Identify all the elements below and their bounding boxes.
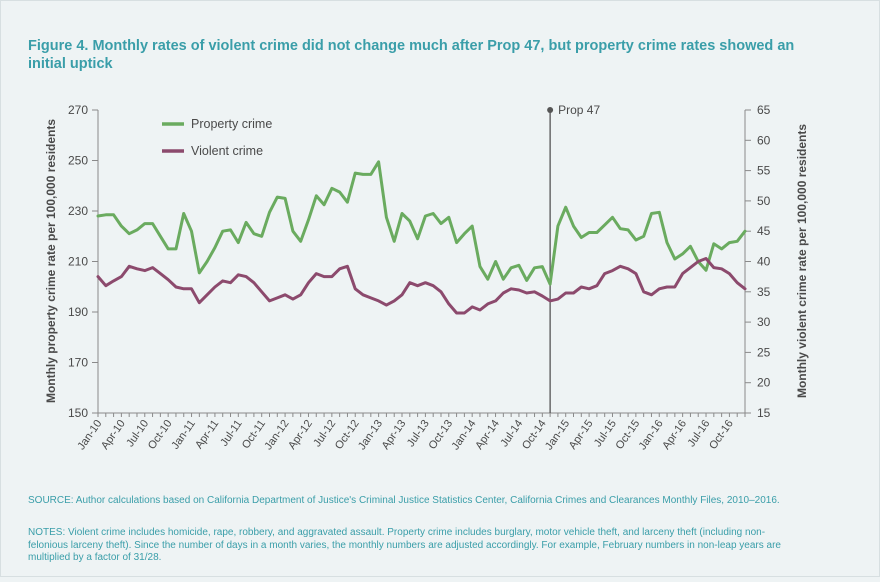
notes-text: NOTES: Violent crime includes homicide, … xyxy=(28,527,781,563)
legend-label: Violent crime xyxy=(191,144,263,158)
right-tick-label: 20 xyxy=(757,376,771,390)
x-tick-label: Jan-15 xyxy=(543,418,572,452)
right-tick-label: 45 xyxy=(757,224,771,238)
x-tick-label: Oct-10 xyxy=(146,418,175,452)
right-tick-label: 15 xyxy=(757,406,771,420)
x-tick-label: Apr-10 xyxy=(99,418,128,452)
left-tick-label: 150 xyxy=(68,406,88,420)
right-tick-label: 40 xyxy=(757,255,771,269)
prop47-marker-dot xyxy=(547,107,554,113)
x-tick-label: Apr-14 xyxy=(473,418,502,452)
x-tick-label: Apr-15 xyxy=(567,418,596,452)
x-tick-label: Jan-16 xyxy=(637,418,666,452)
left-tick-label: 270 xyxy=(68,103,88,117)
left-axis-title: Monthly property crime rate per 100,000 … xyxy=(44,119,58,403)
right-tick-label: 60 xyxy=(757,133,771,147)
left-tick-label: 230 xyxy=(68,204,88,218)
x-tick-label: Apr-13 xyxy=(380,418,409,452)
x-tick-label: Apr-11 xyxy=(193,418,221,451)
violent-crime-line xyxy=(96,257,747,315)
prop47-label: Prop 47 xyxy=(558,103,600,117)
right-tick-label: 35 xyxy=(757,285,771,299)
x-tick-label: Jan-10 xyxy=(75,418,104,452)
source-note: SOURCE: Author calculations based on Cal… xyxy=(28,495,780,506)
x-tick-label: Jan-11 xyxy=(169,418,198,452)
x-tick-label: Jan-12 xyxy=(262,418,291,452)
right-axis-title: Monthly violent crime rate per 100,000 r… xyxy=(795,124,809,398)
x-tick-label: Jan-13 xyxy=(356,418,385,452)
right-tick-label: 50 xyxy=(757,194,771,208)
x-tick-label: Jan-14 xyxy=(450,418,479,452)
right-tick-label: 25 xyxy=(757,345,771,359)
left-tick-label: 190 xyxy=(68,305,88,319)
x-tick-label: Apr-16 xyxy=(660,418,689,452)
figure-title: Figure 4. Monthly rates of violent crime… xyxy=(28,38,795,72)
legend-label: Property crime xyxy=(191,117,272,131)
left-tick-label: 170 xyxy=(68,356,88,370)
x-tick-label: Apr-12 xyxy=(286,418,315,452)
right-tick-label: 65 xyxy=(757,103,771,117)
left-tick-label: 210 xyxy=(68,255,88,269)
property-crime-line xyxy=(96,160,747,286)
left-tick-label: 250 xyxy=(68,154,88,168)
right-tick-label: 55 xyxy=(757,164,771,178)
x-tick-label: Oct-16 xyxy=(707,418,736,452)
right-tick-label: 30 xyxy=(757,315,771,329)
